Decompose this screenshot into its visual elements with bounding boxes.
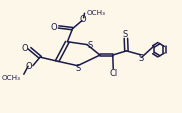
Text: Cl: Cl bbox=[109, 69, 117, 78]
Text: S: S bbox=[139, 54, 144, 63]
Text: O: O bbox=[25, 62, 32, 71]
Text: OCH₃: OCH₃ bbox=[86, 9, 105, 15]
Text: O: O bbox=[51, 23, 57, 32]
Text: O: O bbox=[80, 15, 87, 24]
Text: S: S bbox=[122, 30, 128, 39]
Text: OCH₃: OCH₃ bbox=[2, 74, 21, 80]
Text: S: S bbox=[88, 40, 93, 49]
Text: O: O bbox=[22, 44, 28, 53]
Text: S: S bbox=[76, 64, 81, 73]
